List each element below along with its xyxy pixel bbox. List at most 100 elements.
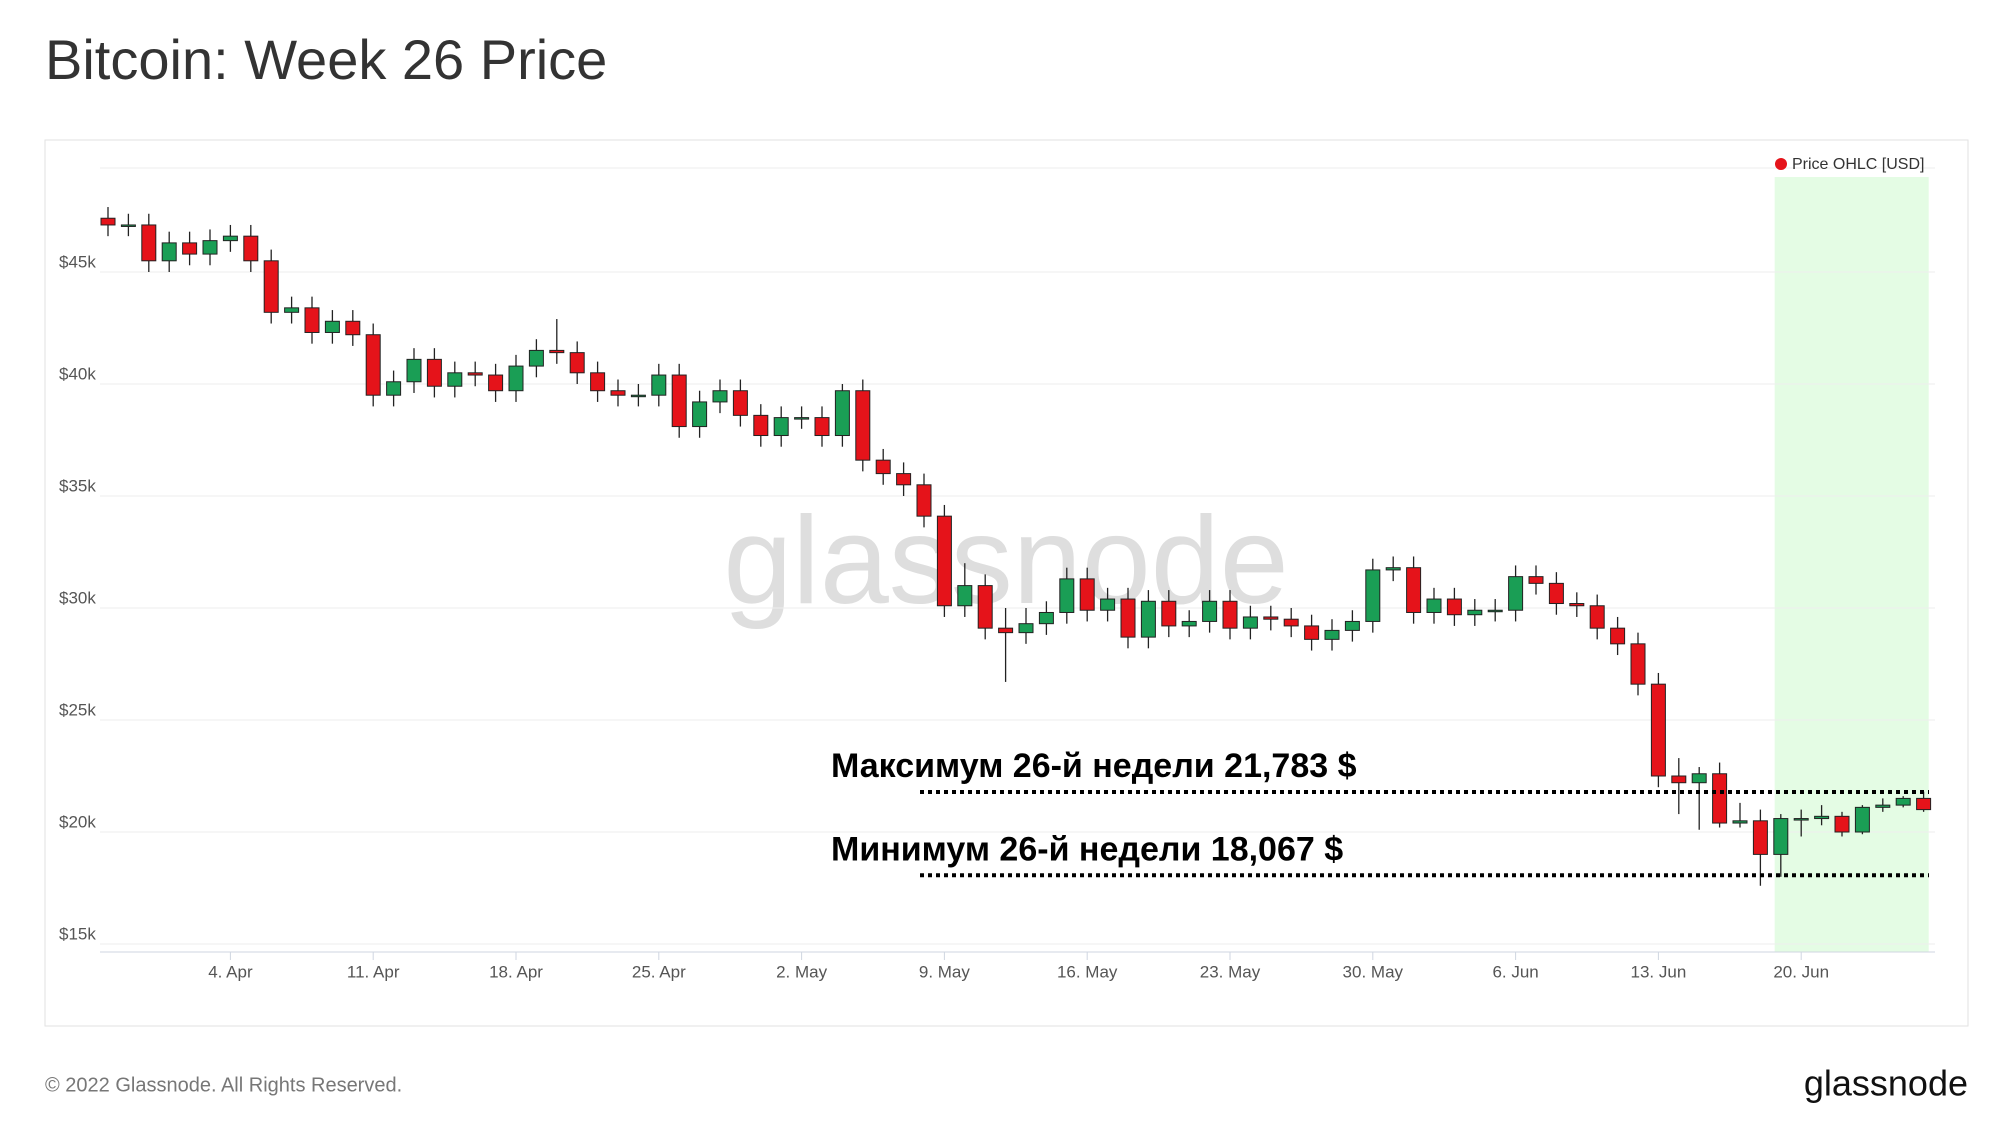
candle-body bbox=[182, 242, 198, 255]
x-tick-label: 30. May bbox=[1343, 962, 1404, 981]
candle-body bbox=[773, 417, 789, 437]
candle-body bbox=[304, 307, 320, 333]
candle-body bbox=[814, 417, 830, 437]
candle-body bbox=[406, 358, 422, 383]
candle-body bbox=[1630, 643, 1646, 685]
candle-body bbox=[1691, 773, 1707, 784]
candle-body bbox=[916, 484, 932, 517]
candle-body bbox=[1528, 576, 1544, 584]
candle-body bbox=[426, 358, 442, 387]
candle-body bbox=[1344, 620, 1360, 631]
candle-body bbox=[1038, 611, 1054, 625]
candle-body bbox=[488, 374, 504, 392]
candle-body bbox=[345, 320, 361, 336]
candle-body bbox=[936, 515, 952, 607]
candle-body bbox=[1181, 620, 1197, 627]
candle-body bbox=[753, 414, 769, 437]
candle-body bbox=[569, 352, 585, 374]
candle-body bbox=[998, 627, 1014, 634]
y-tick-label: $25k bbox=[59, 700, 96, 719]
candle-body bbox=[528, 349, 544, 367]
candle-body bbox=[1283, 618, 1299, 627]
candle-body bbox=[120, 224, 136, 227]
highlight-band bbox=[1774, 177, 1929, 952]
annotation-label: Минимум 26-й недели 18,067 $ bbox=[831, 830, 1343, 868]
candle-body bbox=[610, 390, 626, 396]
x-tick-label: 11. Apr bbox=[347, 962, 400, 981]
candle-body bbox=[1752, 820, 1768, 855]
candle-body bbox=[447, 372, 463, 387]
y-tick-label: $20k bbox=[59, 812, 96, 831]
x-tick-label: 2. May bbox=[776, 962, 828, 981]
candle-body bbox=[1732, 820, 1748, 824]
candle-body bbox=[1610, 627, 1626, 645]
x-tick-label: 6. Jun bbox=[1492, 962, 1538, 981]
candle-body bbox=[243, 235, 259, 262]
candle-body bbox=[202, 240, 218, 255]
candle-body bbox=[467, 372, 483, 376]
candle-body bbox=[1712, 773, 1728, 824]
legend-dot bbox=[1775, 158, 1787, 170]
y-tick-label: $30k bbox=[59, 588, 96, 607]
candle-body bbox=[794, 417, 810, 420]
candle-body bbox=[1140, 600, 1156, 638]
chart-frame bbox=[44, 139, 1969, 1027]
candle-body bbox=[1406, 567, 1422, 613]
y-tick-label: $45k bbox=[59, 252, 96, 271]
candle-body bbox=[222, 235, 238, 242]
x-tick-label: 25. Apr bbox=[632, 962, 686, 981]
candle-body bbox=[1446, 598, 1462, 616]
candle-body bbox=[957, 585, 973, 607]
x-tick-label: 23. May bbox=[1200, 962, 1261, 981]
candle-body bbox=[1120, 598, 1136, 638]
candle-body bbox=[1834, 815, 1850, 833]
candle-body bbox=[712, 390, 728, 403]
candle-body bbox=[1895, 797, 1911, 806]
candle-body bbox=[1487, 609, 1503, 613]
y-tick-label: $15k bbox=[59, 924, 96, 943]
candle-body bbox=[1650, 683, 1666, 777]
candle-body bbox=[386, 381, 402, 396]
candle-body bbox=[1324, 629, 1340, 640]
candle-body bbox=[1773, 818, 1789, 855]
candle-body bbox=[1263, 616, 1279, 620]
logo: glassnode bbox=[1804, 1063, 1968, 1104]
x-tick-label: 9. May bbox=[919, 962, 971, 981]
candle-body bbox=[1548, 582, 1564, 605]
y-tick-label: $40k bbox=[59, 364, 96, 383]
candle-body bbox=[1385, 567, 1401, 571]
candle-body bbox=[1242, 616, 1258, 629]
candle-body bbox=[630, 394, 646, 398]
candle-body bbox=[671, 374, 687, 428]
candle-body bbox=[1589, 605, 1605, 629]
candle-body bbox=[1202, 600, 1218, 622]
x-tick-label: 20. Jun bbox=[1773, 962, 1829, 981]
candle-body bbox=[896, 473, 912, 486]
candle-body bbox=[1018, 623, 1034, 634]
candle-body bbox=[1854, 806, 1870, 833]
candle-body bbox=[1467, 609, 1483, 616]
candle-body bbox=[141, 224, 157, 262]
candle-body bbox=[692, 401, 708, 428]
candle-body bbox=[1426, 598, 1442, 613]
candle-body bbox=[1814, 815, 1830, 820]
candle-body bbox=[365, 334, 381, 396]
candle-body bbox=[1569, 603, 1585, 607]
x-tick-label: 13. Jun bbox=[1631, 962, 1687, 981]
candle-body bbox=[1671, 775, 1687, 784]
candle-body bbox=[1222, 600, 1238, 629]
candle-body bbox=[1875, 804, 1891, 808]
candle-body bbox=[549, 349, 565, 354]
x-tick-label: 18. Apr bbox=[489, 962, 543, 981]
candle-body bbox=[977, 585, 993, 629]
footer: © 2022 Glassnode. All Rights Reserved. bbox=[45, 1074, 402, 1096]
candle-body bbox=[732, 390, 748, 416]
candle-body bbox=[875, 459, 891, 475]
candle-body bbox=[590, 372, 606, 392]
candle-body bbox=[1916, 797, 1932, 811]
candle-body bbox=[1100, 598, 1116, 611]
legend-label: Price OHLC [USD] bbox=[1792, 156, 1924, 173]
candle-body bbox=[834, 390, 850, 437]
candle-body bbox=[1365, 569, 1381, 622]
